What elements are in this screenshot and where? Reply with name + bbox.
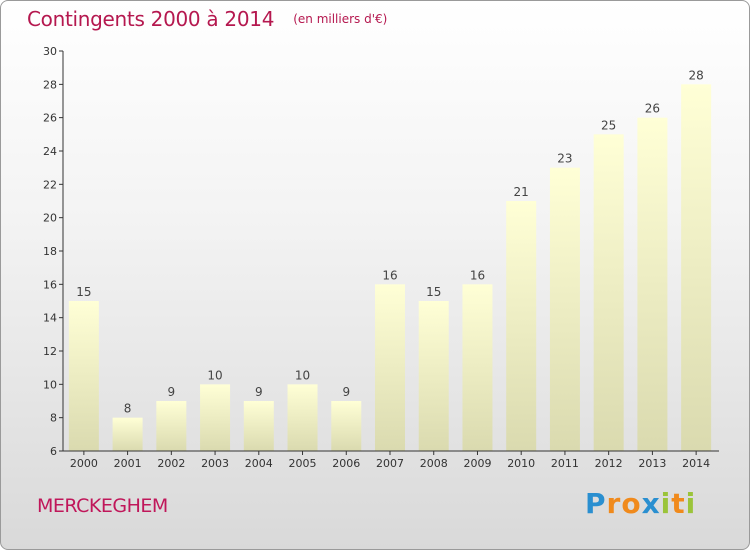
bar <box>287 384 318 451</box>
y-tick-label: 22 <box>43 178 57 191</box>
y-tick-label: 26 <box>43 112 57 125</box>
bar <box>375 284 405 451</box>
data-label: 10 <box>207 368 222 382</box>
y-tick-label: 20 <box>43 212 57 225</box>
bar <box>637 117 668 452</box>
bar <box>418 301 449 451</box>
data-label: 25 <box>601 118 616 132</box>
y-tick-label: 14 <box>43 312 57 325</box>
y-tick-label: 12 <box>43 345 57 358</box>
x-tick-label: 2006 <box>332 457 360 470</box>
data-label: 16 <box>382 268 397 282</box>
x-tick-label: 2000 <box>70 457 98 470</box>
data-label: 10 <box>295 368 310 382</box>
logo-letter: t <box>671 487 686 520</box>
y-tick-label: 8 <box>50 412 57 425</box>
proxiti-logo: Proxiti <box>585 487 696 520</box>
y-tick-label: 28 <box>43 78 57 91</box>
data-label: 23 <box>557 152 572 166</box>
logo-letter: o <box>621 487 642 520</box>
x-tick-label: 2002 <box>157 457 185 470</box>
x-tick-label: 2011 <box>551 457 579 470</box>
logo-letter: P <box>585 487 607 520</box>
x-tick-label: 2005 <box>289 457 317 470</box>
y-tick-label: 24 <box>43 145 57 158</box>
bar <box>331 401 362 451</box>
x-tick-label: 2010 <box>507 457 535 470</box>
bar <box>156 401 187 451</box>
bars-layer: 15 8 9 10 9 10 9 16 15 16 21 23 25 26 28 <box>68 68 712 452</box>
data-label: 28 <box>688 68 703 82</box>
bar <box>200 384 231 451</box>
x-tick-label: 2013 <box>638 457 666 470</box>
y-tick-label: 16 <box>43 278 57 291</box>
x-tick-label: 2012 <box>595 457 623 470</box>
y-tick-label: 6 <box>50 445 57 458</box>
bar <box>506 201 537 451</box>
bar <box>681 84 712 451</box>
data-label: 9 <box>255 385 263 399</box>
data-label: 21 <box>514 185 529 199</box>
x-tick-label: 2007 <box>376 457 404 470</box>
x-tick-label: 2014 <box>682 457 710 470</box>
bar <box>243 401 274 451</box>
title-row: Contingents 2000 à 2014 (en milliers d'€… <box>27 7 387 31</box>
bar <box>462 284 493 451</box>
x-tick-label: 2001 <box>114 457 142 470</box>
data-label: 8 <box>124 402 132 416</box>
logo-letter: i <box>685 487 697 520</box>
data-label: 9 <box>168 385 176 399</box>
bar <box>549 167 580 451</box>
bar <box>593 134 624 452</box>
logo-letter: x <box>641 487 661 520</box>
y-tick-label: 30 <box>43 45 57 58</box>
bar <box>68 301 99 451</box>
data-label: 16 <box>470 268 485 282</box>
axes-layer: 6 8 10 12 14 16 18 20 22 24 26 28 30 2000 2001 2002 2003… <box>43 45 719 470</box>
x-tick-label: 2004 <box>245 457 273 470</box>
chart-subtitle: (en milliers d'€) <box>293 12 388 26</box>
data-label: 26 <box>645 102 660 116</box>
commune-name: MERCKEGHEM <box>37 495 168 517</box>
data-label: 15 <box>426 285 441 299</box>
x-tick-label: 2008 <box>420 457 448 470</box>
chart-title: Contingents 2000 à 2014 <box>27 7 275 31</box>
logo-letter: i <box>660 487 672 520</box>
x-tick-label: 2009 <box>463 457 491 470</box>
logo-letter: r <box>606 487 622 520</box>
bar <box>112 417 143 451</box>
data-label: 9 <box>342 385 350 399</box>
y-tick-label: 10 <box>43 378 57 391</box>
data-label: 15 <box>76 285 91 299</box>
x-tick-label: 2003 <box>201 457 229 470</box>
y-tick-label: 18 <box>43 245 57 258</box>
